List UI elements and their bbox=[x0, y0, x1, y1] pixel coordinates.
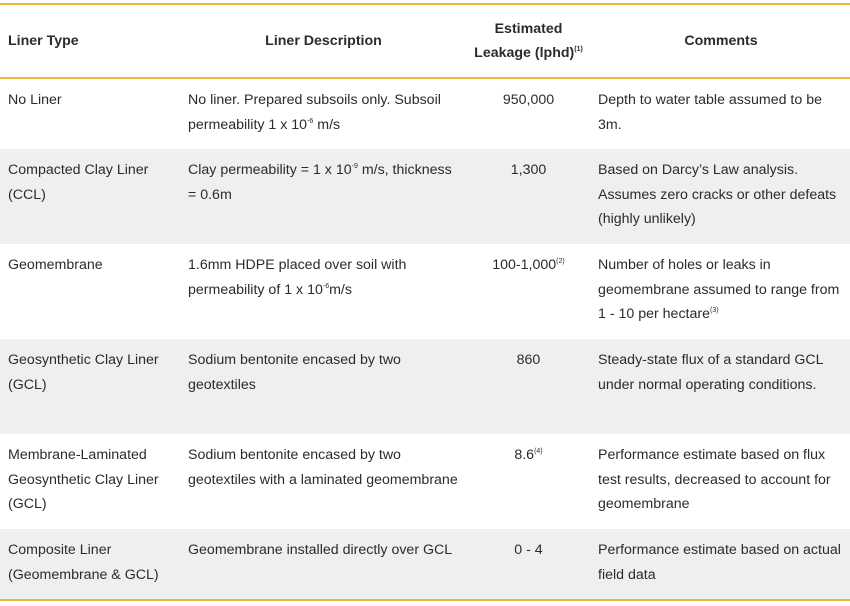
table-cell: Membrane-Laminated Geosynthetic Clay Lin… bbox=[0, 434, 180, 529]
cell-text: Liner Description bbox=[265, 32, 382, 49]
table-header: Liner Type Liner Description Estimated Lea… bbox=[0, 3, 850, 79]
footnote-ref: (1) bbox=[574, 46, 583, 53]
table-row: Composite Liner (Geomembrane & GCL) Geome… bbox=[0, 529, 850, 600]
table-cell: 1,300 bbox=[465, 149, 590, 244]
cell-text: 8.6 bbox=[514, 447, 535, 463]
liner-table: Liner Type Liner Description Estimated Lea… bbox=[0, 3, 850, 601]
table-cell: Steady-state flux of a standard GCL unde… bbox=[590, 339, 850, 434]
cell-text: m/s bbox=[329, 281, 352, 298]
cell-text: Estimated Leakage (lphd) bbox=[474, 20, 575, 62]
cell-text: Depth to water table assumed to be 3m. bbox=[598, 92, 822, 133]
table-cell: 0 - 4 bbox=[465, 529, 590, 600]
footnote-ref: (3) bbox=[710, 307, 719, 314]
page: Liner Type Liner Description Estimated Lea… bbox=[0, 3, 850, 606]
cell-text: 100-1,000 bbox=[492, 257, 557, 273]
table-cell: Composite Liner (Geomembrane & GCL) bbox=[0, 529, 180, 600]
table-cell: 950,000 bbox=[465, 78, 590, 149]
table-row: Geomembrane 1.6mm HDPE placed over soil w… bbox=[0, 244, 850, 339]
cell-text: m/s bbox=[313, 116, 341, 133]
table-cell: No Liner bbox=[0, 78, 180, 149]
table-cell: Geosynthetic Clay Liner (GCL) bbox=[0, 339, 180, 434]
table-cell: Based on Darcy’s Law analysis. Assumes z… bbox=[590, 149, 850, 244]
cell-text: Number of holes or leaks in geomembrane … bbox=[598, 257, 840, 322]
footnote-ref: (4) bbox=[534, 448, 543, 455]
header-cell: Estimated Leakage (lphd)(1) bbox=[465, 3, 590, 79]
cell-text: Sodium bentonite encased by two geotexti… bbox=[188, 447, 458, 488]
cell-text: m/s, thickness = 0.6m bbox=[188, 162, 452, 203]
table-cell: Depth to water table assumed to be 3m. bbox=[590, 78, 850, 149]
cell-text: Performance estimate based on flux test … bbox=[598, 447, 831, 512]
header-row: Liner Type Liner Description Estimated Lea… bbox=[0, 3, 850, 79]
table-cell: No liner. Prepared subsoils only. Subsoi… bbox=[180, 78, 465, 149]
cell-text: Clay permeability = 1 x 10 bbox=[188, 162, 352, 178]
table-cell: Sodium bentonite encased by two geotexti… bbox=[180, 339, 465, 434]
table-cell: Performance estimate based on flux test … bbox=[590, 434, 850, 529]
table-row: Compacted Clay Liner (CCL) Clay permeabil… bbox=[0, 149, 850, 244]
table-cell: Compacted Clay Liner (CCL) bbox=[0, 149, 180, 244]
cell-text: Based on Darcy’s Law analysis. Assumes z… bbox=[598, 162, 837, 227]
cell-text: Geomembrane bbox=[8, 257, 103, 273]
cell-text: 860 bbox=[516, 352, 541, 368]
cell-text: 1,300 bbox=[510, 162, 547, 178]
table-cell: 860 bbox=[465, 339, 590, 434]
cell-text: Composite Liner (Geomembrane & GCL) bbox=[8, 542, 159, 583]
header-cell: Comments bbox=[590, 3, 850, 79]
table-cell: Clay permeability = 1 x 10-9 m/s, thickn… bbox=[180, 149, 465, 244]
table-cell: Number of holes or leaks in geomembrane … bbox=[590, 244, 850, 339]
table-cell: Geomembrane bbox=[0, 244, 180, 339]
cell-text: Geomembrane installed directly over GCL bbox=[188, 542, 453, 558]
cell-text: No Liner bbox=[8, 92, 62, 108]
table-row: No Liner No liner. Prepared subsoils only… bbox=[0, 78, 850, 149]
cell-text: Sodium bentonite encased by two geotexti… bbox=[188, 352, 401, 393]
footnote-ref: -6 bbox=[307, 117, 314, 125]
header-cell: Liner Type bbox=[0, 3, 180, 79]
table-cell: 1.6mm HDPE placed over soil with permeab… bbox=[180, 244, 465, 339]
table-cell: Performance estimate based on actual fie… bbox=[590, 529, 850, 600]
cell-text: 0 - 4 bbox=[514, 542, 543, 558]
cell-text: Steady-state flux of a standard GCL unde… bbox=[598, 352, 824, 393]
table-cell: Sodium bentonite encased by two geotexti… bbox=[180, 434, 465, 529]
cell-text: 950,000 bbox=[502, 92, 555, 108]
cell-text: Geosynthetic Clay Liner (GCL) bbox=[8, 352, 159, 393]
header-cell: Liner Description bbox=[180, 3, 465, 79]
table-cell: Geomembrane installed directly over GCL bbox=[180, 529, 465, 600]
table-cell: 100-1,000(2) bbox=[465, 244, 590, 339]
footnote-ref: (2) bbox=[556, 258, 565, 265]
cell-text: Membrane-Laminated Geosynthetic Clay Lin… bbox=[8, 447, 159, 512]
table-row: Membrane-Laminated Geosynthetic Clay Lin… bbox=[0, 434, 850, 529]
footnote-ref: -6 bbox=[322, 282, 330, 290]
table-row: Geosynthetic Clay Liner (GCL) Sodium bent… bbox=[0, 339, 850, 434]
footnote-ref: -9 bbox=[351, 163, 358, 170]
cell-text: Performance estimate based on actual fie… bbox=[598, 542, 841, 583]
cell-text: Comments bbox=[684, 32, 758, 49]
table-body: No Liner No liner. Prepared subsoils only… bbox=[0, 78, 850, 600]
cell-text: No liner. Prepared subsoils only. Subsoi… bbox=[188, 92, 441, 133]
table-cell: 8.6(4) bbox=[465, 434, 590, 529]
cell-text: Compacted Clay Liner (CCL) bbox=[8, 162, 149, 203]
cell-text: 1.6mm HDPE placed over soil with permeab… bbox=[188, 257, 407, 298]
cell-text: Liner Type bbox=[8, 32, 79, 49]
